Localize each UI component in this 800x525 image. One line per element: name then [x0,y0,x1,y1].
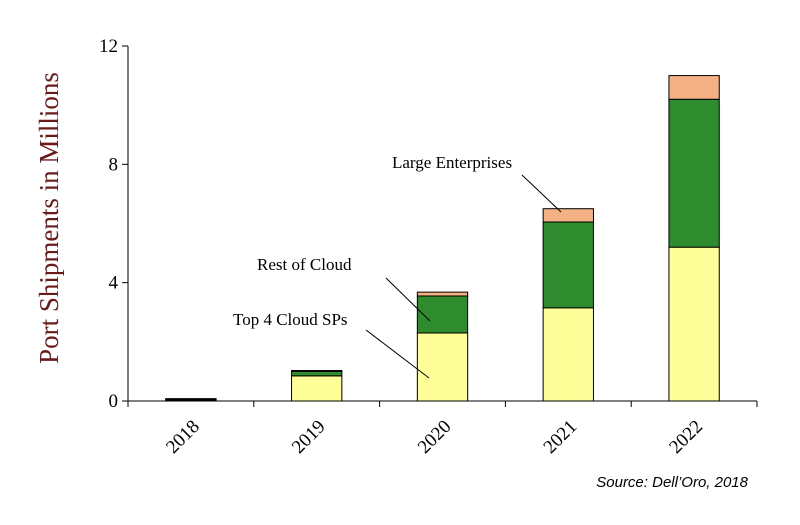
bar-segment-rest-of-cloud-2019 [291,370,343,377]
x-ticks: 2018 2019 2020 2021 2022 [127,401,758,458]
bar-segment-rest-of-cloud-2021 [542,221,594,309]
x-tick-label: 2021 [540,416,582,458]
y-tick-label: 0 [109,391,119,412]
x-tick-label: 2019 [288,416,330,458]
annotation-top-4-cloud-sps: Top 4 Cloud SPs [233,310,348,329]
y-tick-label: 8 [109,154,119,175]
x-tick-label: 2020 [414,416,456,458]
bar-segment-large-enterprises-2018 [165,398,217,400]
annotation-rest-of-cloud: Rest of Cloud [257,255,352,274]
annotation-large-enterprises-leader [521,174,562,213]
y-ticks: 0 4 8 12 [99,36,128,412]
annotation-large-enterprises: Large Enterprises [392,153,512,172]
bar-segment-large-enterprises-2021 [542,208,594,223]
x-tick-label: 2022 [665,416,707,458]
bar-segment-top-4-cloud-sps-2020 [416,332,469,402]
x-tick-label: 2018 [162,416,204,458]
y-tick-label: 4 [109,273,119,294]
bar-segment-top-4-cloud-sps-2019 [291,375,343,402]
bar-segment-rest-of-cloud-2020 [416,295,469,334]
annotations: Large Enterprises Rest of Cloud Top 4 Cl… [233,153,562,379]
bar-segment-large-enterprises-2022 [668,75,720,100]
bar-segment-rest-of-cloud-2022 [668,98,720,248]
y-tick-label: 12 [99,36,118,57]
bars [165,75,720,402]
bar-segment-large-enterprises-2019 [291,370,343,372]
annotation-top-4-cloud-sps-leader [365,329,430,379]
annotation-rest-of-cloud-leader [385,277,431,322]
bar-segment-top-4-cloud-sps-2022 [668,246,720,402]
bar-segment-large-enterprises-2020 [416,291,469,297]
y-axis-title: Port Shipments in Millions [34,72,64,364]
source-note: Source: Dell’Oro, 2018 [596,474,748,491]
bar-segment-top-4-cloud-sps-2021 [542,307,594,402]
